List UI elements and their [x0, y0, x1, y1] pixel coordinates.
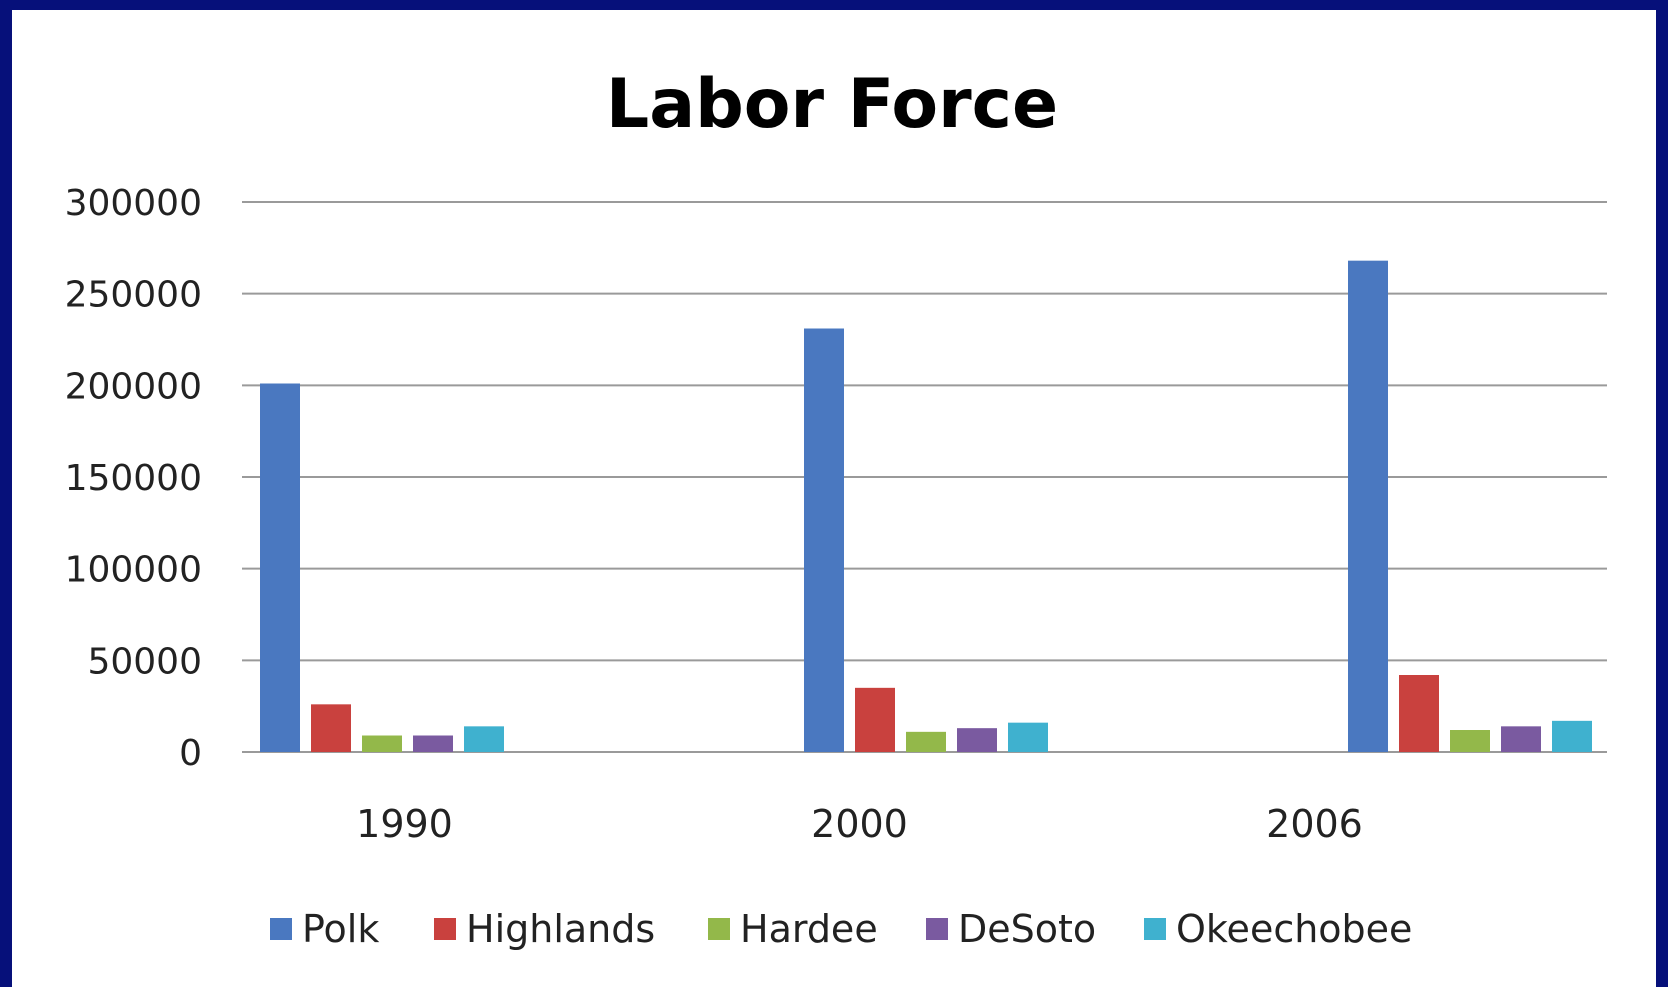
- bar-hardee-1990: [362, 735, 402, 752]
- bar-polk-1990: [260, 383, 300, 752]
- bar-highlands-1990: [311, 704, 351, 752]
- y-tick-label: 250000: [65, 275, 202, 316]
- y-tick-label: 300000: [65, 183, 202, 224]
- x-tick-label: 2006: [1266, 802, 1363, 846]
- legend-swatch-polk: [270, 918, 292, 940]
- bars: [260, 260, 1592, 752]
- legend-label-hardee: Hardee: [740, 907, 878, 951]
- bar-polk-2006: [1348, 260, 1388, 752]
- x-tick-label: 1990: [356, 802, 453, 846]
- legend-swatch-desoto: [926, 918, 948, 940]
- legend-label-desoto: DeSoto: [958, 907, 1096, 951]
- legend-label-okeechobee: Okeechobee: [1176, 907, 1412, 951]
- y-axis-ticks: 300000 250000 200000 150000 100000 50000 0: [65, 183, 202, 774]
- bar-highlands-2000: [855, 687, 895, 752]
- grid-lines: [242, 201, 1607, 753]
- bar-okeechobee-2000: [1008, 722, 1048, 752]
- y-tick-label: 0: [179, 733, 202, 774]
- y-tick-label: 150000: [65, 458, 202, 499]
- y-tick-label: 100000: [65, 550, 202, 591]
- labor-force-chart: Labor Force 300000 250000 200000 150000 1000…: [65, 65, 1607, 951]
- bar-hardee-2006: [1450, 730, 1490, 752]
- bar-okeechobee-1990: [464, 726, 504, 752]
- legend-swatch-hardee: [708, 918, 730, 940]
- legend: Polk Highlands Hardee DeSoto Okeechobee: [270, 907, 1412, 951]
- bar-hardee-2000: [906, 731, 946, 752]
- legend-swatch-okeechobee: [1144, 918, 1166, 940]
- y-tick-label: 50000: [87, 641, 202, 682]
- chart-title: Labor Force: [606, 65, 1058, 144]
- legend-swatch-highlands: [434, 918, 456, 940]
- x-axis-ticks: 1990 2000 2006: [356, 802, 1363, 846]
- y-tick-label: 200000: [65, 366, 202, 407]
- bar-highlands-2006: [1399, 675, 1439, 752]
- legend-label-highlands: Highlands: [466, 907, 655, 951]
- bar-polk-2000: [804, 328, 844, 752]
- bar-desoto-1990: [413, 735, 453, 752]
- legend-label-polk: Polk: [302, 907, 379, 951]
- chart-frame: Labor Force 300000 250000 200000 150000 1000…: [12, 10, 1656, 987]
- bar-desoto-2000: [957, 728, 997, 752]
- bar-desoto-2006: [1501, 726, 1541, 752]
- x-tick-label: 2000: [811, 802, 908, 846]
- bar-okeechobee-2006: [1552, 720, 1592, 752]
